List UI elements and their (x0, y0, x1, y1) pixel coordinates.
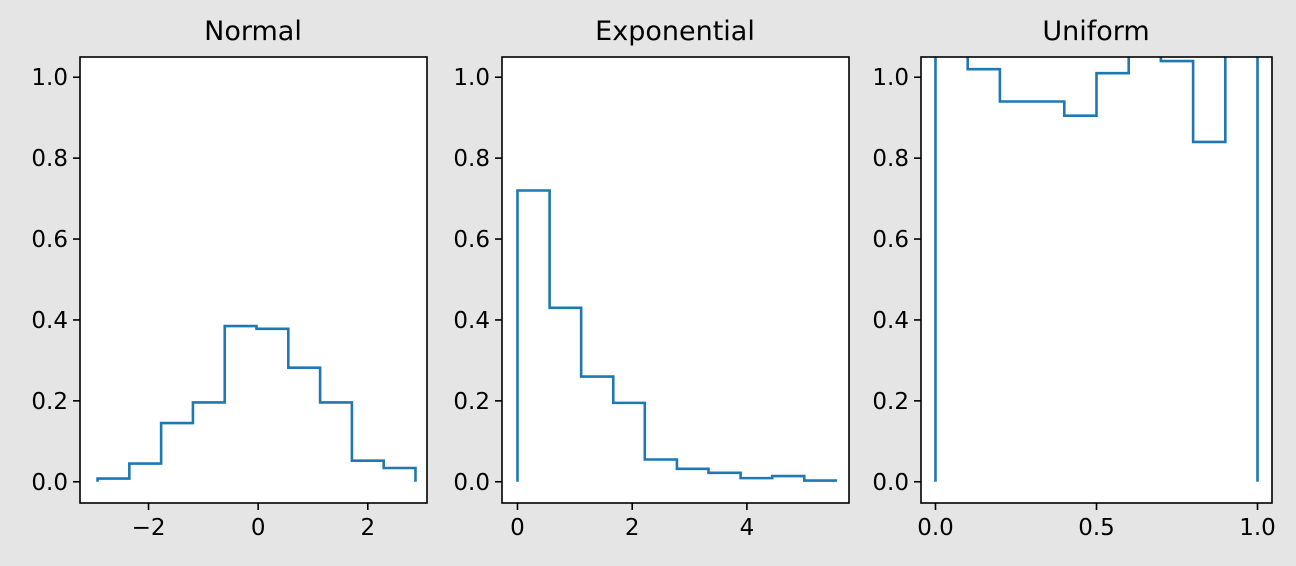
uniform-y-tick-label: 0.6 (872, 227, 909, 253)
normal-y-tick-label: 1.0 (31, 65, 68, 91)
exponential-y-tick-label: 0.0 (453, 470, 490, 496)
exponential-y-tick-label: 0.6 (453, 227, 490, 253)
exponential-title: Exponential (595, 16, 755, 47)
normal-y-tick-label: 0.4 (31, 308, 68, 334)
uniform-x-tick-label: 1.0 (1239, 515, 1276, 541)
subplot-normal: 0.0 0.2 0.4 0.6 0.8 1.0 −2 0 2 Normal (0, 0, 440, 566)
normal-y-tick-label: 0.2 (31, 389, 68, 415)
exponential-x-tick-label: 2 (625, 515, 640, 541)
normal-x-axis: −2 0 2 (132, 503, 375, 541)
normal-title: Normal (204, 16, 302, 47)
exponential-x-tick-label: 0 (510, 515, 525, 541)
normal-plot-area (80, 57, 427, 503)
exponential-x-axis: 0 2 4 (510, 503, 754, 541)
exponential-y-tick-label: 1.0 (453, 65, 490, 91)
uniform-y-axis: 0.0 0.2 0.4 0.6 0.8 1.0 (872, 65, 921, 496)
exponential-y-tick-label: 0.4 (453, 308, 490, 334)
exponential-axes-spines (501, 56, 850, 504)
normal-y-tick-label: 0.0 (31, 470, 68, 496)
normal-x-tick-label: 2 (360, 515, 375, 541)
exponential-plot-area (502, 57, 849, 503)
exponential-chart-svg: 0.0 0.2 0.4 0.6 0.8 1.0 0 2 4 Exponential (453, 16, 850, 541)
uniform-plot-area (921, 57, 1272, 503)
uniform-y-tick-label: 0.2 (872, 389, 909, 415)
exponential-y-tick-label: 0.8 (453, 146, 490, 172)
normal-histogram-line (96, 324, 417, 482)
uniform-histogram-line (934, 57, 1259, 482)
exponential-y-axis: 0.0 0.2 0.4 0.6 0.8 1.0 (453, 65, 502, 496)
normal-y-tick-label: 0.6 (31, 227, 68, 253)
exponential-histogram-line (516, 189, 838, 482)
uniform-y-tick-label: 0.0 (872, 470, 909, 496)
normal-axes-spines (79, 56, 428, 504)
uniform-x-tick-label: 0.0 (917, 515, 954, 541)
subplot-uniform: 0.0 0.2 0.4 0.6 0.8 1.0 0.0 0.5 1.0 Uniform (852, 0, 1296, 566)
uniform-y-tick-label: 0.8 (872, 146, 909, 172)
uniform-x-tick-label: 0.5 (1078, 515, 1115, 541)
uniform-x-axis: 0.0 0.5 1.0 (917, 503, 1276, 541)
exponential-x-tick-label: 4 (740, 515, 755, 541)
normal-x-tick-label: 0 (251, 515, 266, 541)
subplot-exponential: 0.0 0.2 0.4 0.6 0.8 1.0 0 2 4 Exponential (440, 0, 852, 566)
normal-x-tick-label: −2 (132, 515, 166, 541)
uniform-y-tick-label: 0.4 (872, 308, 909, 334)
normal-chart-svg: 0.0 0.2 0.4 0.6 0.8 1.0 −2 0 2 Normal (31, 16, 428, 541)
normal-y-axis: 0.0 0.2 0.4 0.6 0.8 1.0 (31, 65, 80, 496)
normal-y-tick-label: 0.8 (31, 146, 68, 172)
uniform-y-tick-label: 1.0 (872, 65, 909, 91)
exponential-y-tick-label: 0.2 (453, 389, 490, 415)
uniform-title: Uniform (1042, 16, 1149, 47)
uniform-chart-svg: 0.0 0.2 0.4 0.6 0.8 1.0 0.0 0.5 1.0 Uniform (872, 16, 1276, 541)
